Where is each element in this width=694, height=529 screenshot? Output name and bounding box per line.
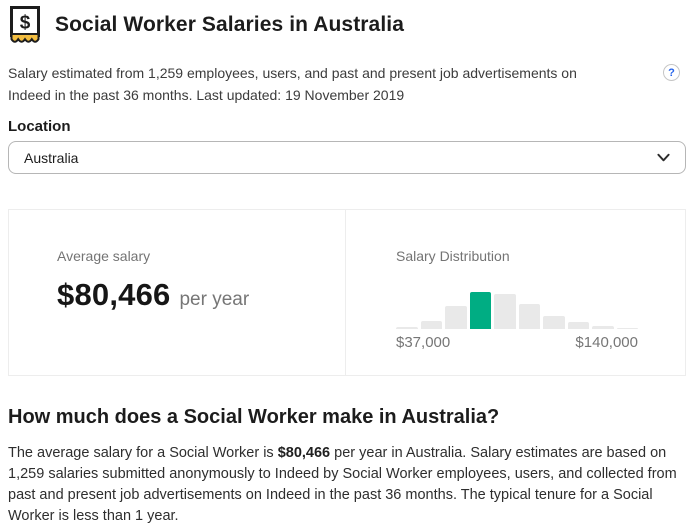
histogram-max-label: $140,000: [575, 334, 638, 351]
histogram-bar: [445, 306, 467, 329]
histogram-bar: [592, 326, 614, 329]
salary-estimate-note: Salary estimated from 1,259 employees, u…: [8, 65, 577, 103]
chevron-down-icon: [657, 153, 670, 162]
average-salary-label: Average salary: [57, 248, 151, 264]
location-label: Location: [8, 118, 71, 135]
salary-distribution-label: Salary Distribution: [396, 248, 510, 264]
histogram-bar: [543, 316, 565, 329]
paragraph-bold-salary: $80,466: [277, 445, 331, 461]
average-salary-value: $80,466: [57, 277, 171, 312]
location-selected-value: Australia: [24, 149, 79, 166]
paragraph-text-before: The average salary for a Social Worker i…: [8, 445, 278, 461]
salary-distribution-panel: Salary Distribution $37,000 $140,000: [345, 210, 685, 375]
location-select[interactable]: Australia: [8, 141, 686, 174]
salary-histogram: [396, 292, 638, 329]
salary-description-paragraph: The average salary for a Social Worker i…: [8, 443, 686, 527]
histogram-bar-highlighted: [469, 292, 491, 329]
salary-receipt-icon: $: [10, 6, 40, 43]
histogram-axis-labels: $37,000 $140,000: [396, 334, 638, 351]
histogram-bar: [616, 328, 638, 329]
histogram-bar: [420, 321, 442, 329]
how-much-heading: How much does a Social Worker make in Au…: [8, 406, 500, 428]
salary-summary-card: Average salary $80,466 per year Salary D…: [8, 209, 686, 376]
svg-text:$: $: [20, 13, 31, 34]
histogram-bar: [567, 322, 589, 329]
page-title: Social Worker Salaries in Australia: [55, 13, 404, 36]
page-header: $ Social Worker Salaries in Australia: [8, 5, 686, 45]
average-salary-panel: Average salary $80,466 per year: [9, 210, 345, 375]
paragraph-text-after: per year in Australia. Salary estimates …: [8, 445, 677, 524]
histogram-bar: [494, 294, 516, 329]
salary-period-label: per year: [179, 289, 250, 310]
histogram-min-label: $37,000: [396, 334, 451, 351]
help-icon[interactable]: ?: [663, 64, 680, 81]
histogram-bar: [518, 304, 540, 329]
histogram-bar: [396, 327, 418, 329]
subtitle-row: Salary estimated from 1,259 employees, u…: [8, 62, 686, 106]
salary-page: $ Social Worker Salaries in Australia Sa…: [0, 5, 694, 527]
